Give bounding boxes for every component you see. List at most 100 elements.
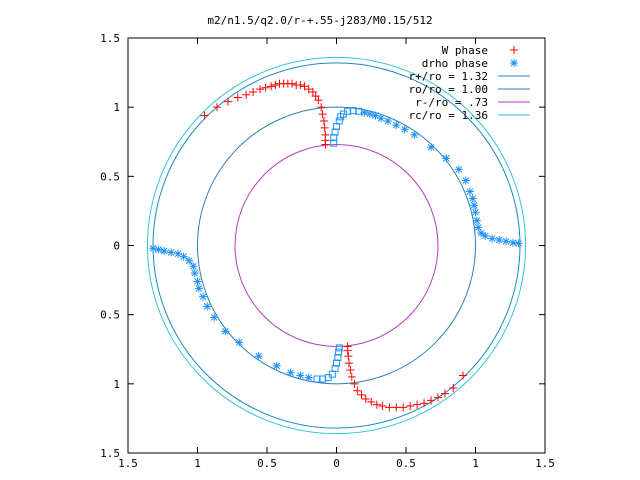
x-tick-label: 1.5 <box>118 457 138 470</box>
plus-point <box>318 110 327 119</box>
square-point <box>335 344 343 352</box>
asterisk-point <box>410 130 419 139</box>
asterisk-point <box>194 284 203 293</box>
plus-point <box>399 403 408 412</box>
plus-point <box>261 83 270 92</box>
plus-point <box>200 111 209 120</box>
asterisk-point <box>474 223 483 232</box>
asterisk-point <box>472 216 481 225</box>
square-point <box>335 117 343 125</box>
asterisk-point <box>254 352 263 361</box>
plus-point <box>308 87 317 96</box>
legend-label: r+/ro = 1.32 <box>409 70 488 83</box>
asterisk-point <box>509 238 518 247</box>
plot-area <box>127 37 546 454</box>
radius-circle <box>197 106 476 385</box>
plus-point <box>321 140 330 149</box>
plus-point <box>346 366 355 374</box>
asterisk-point <box>193 277 202 286</box>
asterisk-point <box>154 245 163 254</box>
plus-point <box>392 403 401 412</box>
x-tick-label: 1.5 <box>535 457 555 470</box>
plus-point <box>413 400 422 409</box>
y-tick-label: 1 <box>113 378 120 391</box>
asterisk-point <box>471 208 480 217</box>
plus-point <box>314 96 323 105</box>
plus-point <box>344 352 353 361</box>
asterisk-point <box>495 235 504 244</box>
y-tick-label: 0.5 <box>100 170 120 183</box>
plus-point <box>319 117 328 125</box>
plus-point <box>420 399 429 408</box>
asterisk-point <box>392 121 401 130</box>
asterisk-point <box>296 371 305 380</box>
plus-point <box>296 81 305 90</box>
asterisk-point <box>514 239 523 248</box>
legend-label: ro/ro = 1.00 <box>409 83 488 96</box>
plus-point <box>458 371 467 380</box>
plus-point <box>345 359 354 368</box>
plus-point <box>347 372 356 381</box>
asterisk-point <box>210 313 219 322</box>
square-point <box>355 107 363 115</box>
plus-point <box>406 401 415 410</box>
plus-point <box>249 87 258 96</box>
asterisk-point <box>454 165 463 174</box>
plus-point <box>233 93 242 102</box>
asterisk-point <box>149 244 158 253</box>
y-tick-label: 1.5 <box>100 447 120 460</box>
square-point <box>335 348 343 356</box>
legend-label: W phase <box>442 44 488 57</box>
legend-label: drho phase <box>422 57 488 70</box>
plus-point <box>320 123 329 132</box>
asterisk-point <box>365 110 374 119</box>
chart-title: m2/n1.5/q2.0/r-+.55-j283/M0.15/512 <box>207 14 432 27</box>
asterisk-point <box>286 368 295 377</box>
plus-point <box>304 85 313 94</box>
plus-point <box>367 397 376 406</box>
plus-point <box>256 85 265 94</box>
y-tick-label: 0.5 <box>100 309 120 322</box>
tick-labels: 1.5 1 0.5 0 0.5 1 1.51.510.500.511.5 <box>100 32 555 470</box>
asterisk-point <box>235 338 244 347</box>
plus-point <box>353 386 362 395</box>
plus-point <box>242 90 251 99</box>
plus-point <box>271 81 280 90</box>
series-5 <box>146 56 527 435</box>
y-tick-label: 0 <box>113 240 120 253</box>
asterisk-point <box>160 247 169 256</box>
asterisk-point <box>272 361 281 370</box>
plus-point <box>385 403 394 412</box>
asterisk-point <box>376 114 385 123</box>
asterisk-point <box>461 176 470 185</box>
asterisk-point <box>190 269 199 278</box>
plus-point <box>440 389 449 398</box>
series-0 <box>200 79 467 412</box>
x-tick-label: 0.5 <box>396 457 416 470</box>
asterisk-point <box>304 373 313 382</box>
asterisk-point <box>481 231 490 240</box>
plus-point <box>317 103 326 112</box>
asterisk-point <box>174 249 183 258</box>
plus-point <box>433 393 442 402</box>
asterisk-point <box>189 262 198 271</box>
x-tick-label: 0 <box>333 457 340 470</box>
series-3 <box>197 106 476 385</box>
asterisk-point <box>360 108 369 117</box>
asterisk-point <box>179 252 188 261</box>
asterisk-point <box>465 187 474 196</box>
series-4 <box>234 144 439 347</box>
plus-point <box>300 82 309 91</box>
asterisk-point <box>203 302 212 311</box>
asterisk-point <box>383 117 392 125</box>
asterisk-point <box>400 125 409 134</box>
x-tick-label: 1 <box>194 457 201 470</box>
plus-point <box>267 82 276 91</box>
plus-point <box>350 379 359 388</box>
y-tick-label: 1 <box>113 101 120 114</box>
plus-point <box>343 346 352 355</box>
plus-point <box>224 97 233 106</box>
radius-circle <box>146 56 527 435</box>
